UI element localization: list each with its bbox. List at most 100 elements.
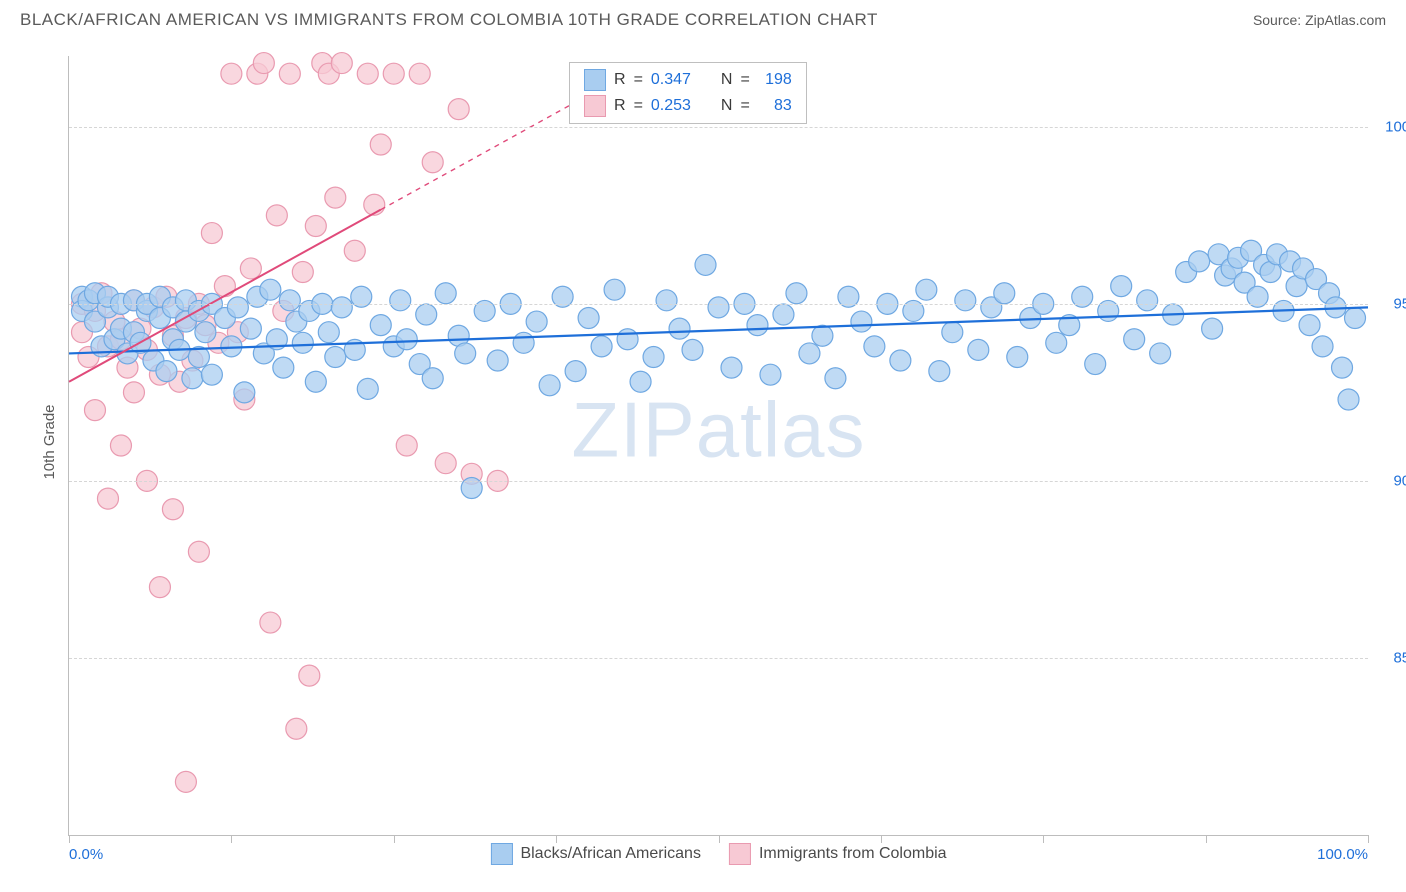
data-point: [409, 63, 430, 84]
data-point: [279, 63, 300, 84]
data-point: [1299, 315, 1320, 336]
legend-label: Immigrants from Colombia: [759, 845, 947, 863]
data-point: [364, 194, 385, 215]
data-point: [156, 361, 177, 382]
legend-swatch: [729, 843, 751, 865]
data-point: [682, 339, 703, 360]
data-point: [929, 361, 950, 382]
data-point: [325, 187, 346, 208]
legend-swatch: [584, 95, 606, 117]
r-label: R: [614, 71, 626, 89]
gridline: [69, 304, 1368, 305]
data-point: [266, 205, 287, 226]
x-tick: [231, 835, 232, 843]
data-point: [260, 279, 281, 300]
data-point: [84, 400, 105, 421]
data-point: [422, 152, 443, 173]
data-point: [123, 382, 144, 403]
data-point: [435, 453, 456, 474]
data-point: [299, 665, 320, 686]
x-tick: [1043, 835, 1044, 843]
x-tick: [881, 835, 882, 843]
data-point: [396, 329, 417, 350]
plot-area: ZIPatlas R=0.347N=198R=0.253N=83 Blacks/…: [68, 56, 1368, 836]
chart-header: BLACK/AFRICAN AMERICAN VS IMMIGRANTS FRO…: [0, 0, 1406, 36]
y-tick-label: 100.0%: [1385, 118, 1406, 135]
data-point: [578, 308, 599, 329]
legend-item: Immigrants from Colombia: [729, 843, 947, 865]
eq-sign: =: [740, 71, 749, 89]
data-point: [526, 311, 547, 332]
data-point: [227, 297, 248, 318]
eq-sign: =: [634, 97, 643, 115]
data-point: [1312, 336, 1333, 357]
data-point: [331, 297, 352, 318]
data-point: [331, 53, 352, 74]
r-value: 0.347: [651, 71, 699, 89]
chart-container: 10th Grade ZIPatlas R=0.347N=198R=0.253N…: [48, 42, 1388, 842]
data-point: [305, 215, 326, 236]
data-point: [760, 364, 781, 385]
x-tick: [556, 835, 557, 843]
data-point: [812, 325, 833, 346]
data-point: [273, 357, 294, 378]
r-label: R: [614, 97, 626, 115]
x-tick: [1206, 835, 1207, 843]
x-tick: [719, 835, 720, 843]
legend-swatch: [490, 843, 512, 865]
data-point: [773, 304, 794, 325]
trend-line-dashed: [381, 95, 589, 210]
legend-swatch: [584, 69, 606, 91]
data-point: [201, 364, 222, 385]
data-point: [221, 63, 242, 84]
legend-label: Blacks/African Americans: [520, 845, 701, 863]
data-point: [1085, 354, 1106, 375]
data-point: [305, 371, 326, 392]
data-point: [97, 488, 118, 509]
data-point: [325, 346, 346, 367]
data-point: [539, 375, 560, 396]
data-point: [357, 63, 378, 84]
x-tick: [394, 835, 395, 843]
data-point: [695, 254, 716, 275]
data-point: [1007, 346, 1028, 367]
gridline: [69, 658, 1368, 659]
data-point: [643, 346, 664, 367]
data-point: [201, 223, 222, 244]
data-point: [1046, 332, 1067, 353]
data-point: [825, 368, 846, 389]
data-point: [1124, 329, 1145, 350]
data-point: [195, 322, 216, 343]
data-point: [448, 99, 469, 120]
data-point: [292, 332, 313, 353]
data-point: [162, 499, 183, 520]
data-point: [396, 435, 417, 456]
data-point: [890, 350, 911, 371]
data-point: [786, 283, 807, 304]
data-point: [942, 322, 963, 343]
data-point: [864, 336, 885, 357]
corr-legend-row: R=0.253N=83: [570, 93, 806, 119]
eq-sign: =: [634, 71, 643, 89]
data-point: [1202, 318, 1223, 339]
gridline: [69, 127, 1368, 128]
data-point: [175, 771, 196, 792]
gridline: [69, 481, 1368, 482]
y-tick-label: 90.0%: [1393, 472, 1406, 489]
data-point: [1338, 389, 1359, 410]
data-point: [1332, 357, 1353, 378]
x-tick: [69, 835, 70, 843]
corr-legend-row: R=0.347N=198: [570, 67, 806, 93]
data-point: [260, 612, 281, 633]
data-point: [591, 336, 612, 357]
x-tick: [1368, 835, 1369, 843]
data-point: [383, 63, 404, 84]
data-point: [344, 240, 365, 261]
data-point: [630, 371, 651, 392]
data-point: [994, 283, 1015, 304]
n-label: N: [721, 97, 733, 115]
x-tick-label: 100.0%: [1317, 846, 1368, 863]
data-point: [182, 368, 203, 389]
correlation-legend: R=0.347N=198R=0.253N=83: [569, 62, 807, 124]
data-point: [617, 329, 638, 350]
